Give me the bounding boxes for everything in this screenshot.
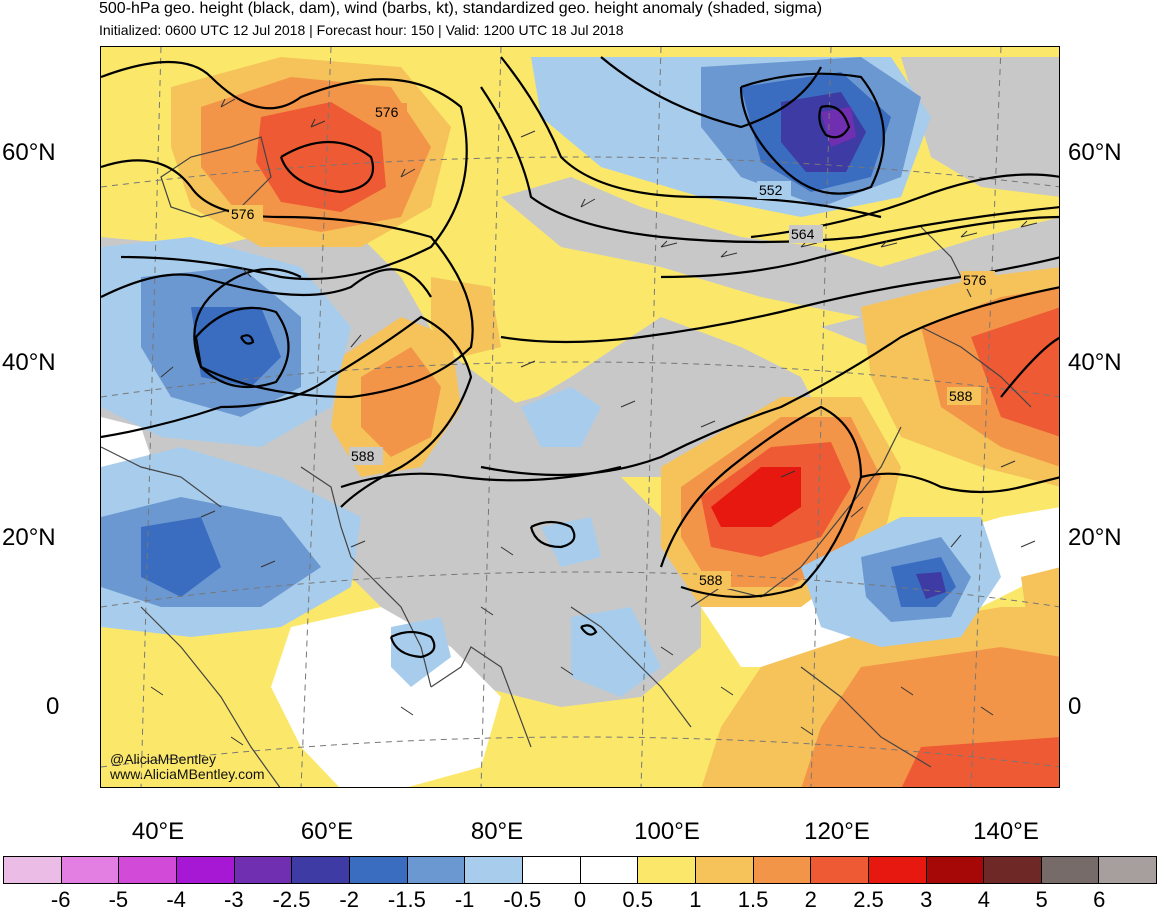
colorbar-tick-label: -5 — [108, 887, 129, 912]
colorbar-cell — [1099, 857, 1157, 883]
shade-region — [971, 307, 1059, 437]
colorbar-cell — [119, 857, 177, 883]
colorbar-cell — [176, 857, 235, 883]
colorbar-tick-label: 6 — [1093, 887, 1106, 912]
anomaly-map: 576 576 552 564 576 588 588 588 — [100, 46, 1060, 788]
lon-label: 140°E — [973, 818, 1039, 845]
colorbar-tick-label: -1 — [454, 887, 475, 912]
colorbar-cell — [1041, 857, 1100, 883]
colorbar-tick-label: 4 — [977, 887, 991, 912]
colorbar-cell — [407, 857, 466, 883]
colorbar-cell — [753, 857, 812, 883]
colorbar-cell — [4, 857, 62, 883]
colorbar-cell — [695, 857, 754, 883]
lat-label-right: 20°N — [1068, 524, 1122, 551]
lat-label-left: 60°N — [2, 139, 56, 166]
lat-label-left: 40°N — [2, 349, 56, 376]
contour-label: 576 — [231, 206, 255, 222]
contour-label: 576 — [963, 272, 987, 288]
map-subtitle: Initialized: 0600 UTC 12 Jul 2018 | Fore… — [99, 22, 624, 38]
colorbar-tick-label: -3 — [224, 887, 244, 912]
colorbar-tick-label: 0.5 — [622, 887, 653, 912]
lon-label: 60°E — [300, 818, 354, 845]
height-contours — [101, 56, 1059, 659]
colorbar-tick-label: 1.5 — [737, 887, 769, 912]
colorbar-cell — [234, 857, 293, 883]
shade-region — [391, 617, 451, 687]
watermark-site: www.AliciaMBentley.com — [110, 766, 265, 782]
graticule — [101, 47, 1059, 787]
colorbar-cell — [349, 857, 408, 883]
lat-label-right: 40°N — [1068, 349, 1122, 376]
lat-label-left: 20°N — [2, 524, 56, 551]
shade-region — [141, 517, 221, 597]
contour-label: 552 — [759, 182, 783, 198]
colorbar-tick-label: 2 — [804, 887, 817, 912]
shade-region — [916, 572, 946, 599]
colorbar-cell — [465, 857, 523, 883]
colorbar-tick-label: 3 — [920, 887, 933, 912]
lat-label-left: 0 — [46, 693, 60, 720]
shade-region — [901, 57, 1059, 197]
contour-label: 564 — [791, 226, 815, 242]
colorbar-tick-label: -2 — [339, 887, 359, 912]
contour-label: 588 — [699, 572, 723, 588]
colorbar-tick-label: 0 — [573, 887, 587, 912]
lon-label: 40°E — [131, 818, 185, 845]
shade-region — [521, 387, 601, 447]
shade-region — [1021, 567, 1059, 657]
lon-label: 100°E — [634, 818, 700, 845]
lon-label: 120°E — [804, 818, 870, 845]
colorbar-cell — [984, 857, 1042, 883]
colorbar-tick-label: -2.5 — [272, 887, 311, 912]
colorbar-cell — [868, 857, 927, 883]
shade-region — [711, 467, 801, 527]
map-title: 500-hPa geo. height (black, dam), wind (… — [99, 0, 823, 17]
colorbar-tick-label: -0.5 — [503, 887, 542, 912]
shade-region — [256, 102, 386, 212]
colorbar-tick-label: 2.5 — [853, 887, 884, 912]
colorbar-tick-label: 1 — [689, 887, 702, 912]
colorbar-cell — [811, 857, 869, 883]
contour-label: 588 — [351, 448, 375, 464]
lat-label-right: 0 — [1068, 693, 1082, 720]
author-watermark: @AliciaMBentley www.AliciaMBentley.com — [110, 752, 265, 782]
shade-region — [361, 347, 441, 457]
shade-region — [191, 307, 281, 387]
colorbar-cell — [61, 857, 120, 883]
wind-barbs — [150, 98, 1038, 746]
contour-label: 588 — [949, 388, 973, 404]
shade-region — [901, 737, 1059, 787]
colorbar-tick-label: 5 — [1035, 887, 1048, 912]
colorbar-cell — [638, 857, 696, 883]
contour-label: 576 — [375, 104, 399, 120]
map-canvas: 576 576 552 564 576 588 588 588 — [101, 47, 1059, 787]
colorbar-tick-label: -1.5 — [387, 887, 426, 912]
colorbar-cell — [522, 857, 581, 883]
anomaly-colorbar — [3, 856, 1157, 884]
colorbar-cell — [292, 857, 350, 883]
colorbar-cell — [926, 857, 985, 883]
lat-label-right: 60°N — [1068, 139, 1122, 166]
watermark-handle: @AliciaMBentley — [110, 751, 217, 767]
colorbar-cell — [580, 857, 639, 883]
lon-label: 80°E — [470, 818, 524, 845]
colorbar-tick-label: -4 — [166, 887, 186, 912]
colorbar-tick-label: -6 — [50, 887, 71, 912]
